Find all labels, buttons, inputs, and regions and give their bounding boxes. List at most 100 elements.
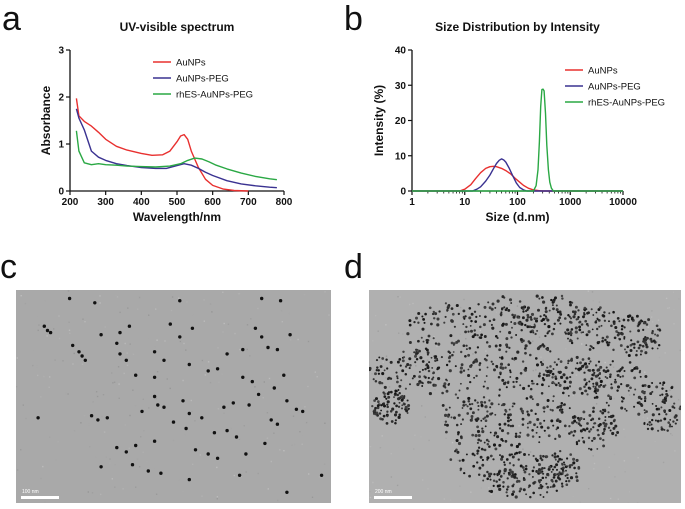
tem-d-particle	[455, 423, 459, 427]
tem-d-particle	[492, 479, 496, 483]
tem-d-noise	[379, 447, 382, 449]
tem-c-particle	[89, 414, 94, 418]
tem-d-particle	[509, 471, 512, 474]
tem-d-particle	[515, 334, 518, 336]
tem-c-noise	[69, 332, 71, 334]
tem-c-noise	[201, 359, 204, 362]
tem-d-particle	[607, 411, 610, 414]
tem-d-noise	[425, 481, 427, 483]
tem-d-noise	[656, 341, 658, 343]
tem-d-particle	[612, 414, 615, 418]
tem-d-particle	[644, 351, 648, 355]
tem-d-particle	[547, 330, 550, 333]
tem-d-particle	[640, 319, 643, 322]
tem-d-particle	[526, 422, 529, 425]
tem-c-particle	[206, 369, 210, 373]
tem-d-particle	[599, 410, 602, 413]
tem-d-particle	[503, 472, 506, 475]
tem-d-particle	[565, 376, 569, 380]
tem-c-noise	[178, 479, 181, 482]
tem-d-particle	[627, 354, 631, 357]
tem-d-particle	[467, 400, 471, 403]
tem-d-particle	[373, 399, 376, 402]
dls-y-tick-label: 30	[395, 81, 407, 92]
tem-c-noise	[129, 343, 131, 345]
tem-d-particle	[437, 377, 441, 381]
tem-c-particle	[171, 420, 176, 424]
tem-d-particle	[539, 422, 542, 425]
tem-d-particle	[498, 423, 502, 426]
tem-d-particle	[445, 363, 449, 367]
tem-d-particle	[469, 329, 474, 333]
tem-d-noise	[642, 416, 645, 419]
tem-d-particle	[419, 356, 423, 360]
tem-d-particle	[376, 366, 379, 369]
tem-d-noise	[522, 459, 525, 461]
tem-c-noise	[49, 376, 51, 378]
tem-d-particle	[476, 425, 479, 429]
tem-d-particle	[576, 337, 579, 340]
tem-d-noise	[443, 498, 446, 500]
tem-d-particle	[398, 384, 402, 388]
tem-d-particle	[447, 350, 450, 354]
tem-c-noise	[42, 465, 44, 468]
uv-y-tick-label: 0	[58, 187, 64, 198]
tem-c-noise	[146, 460, 148, 463]
tem-d-noise	[646, 417, 649, 419]
tem-d-particle	[417, 339, 420, 343]
tem-d-particle	[554, 437, 557, 441]
tem-d-particle	[644, 336, 647, 339]
tem-c-noise	[32, 364, 34, 367]
tem-d-particle	[544, 476, 548, 479]
tem-d-particle	[612, 348, 615, 352]
tem-c-noise	[109, 458, 111, 460]
tem-c-particle	[93, 301, 97, 305]
tem-c-noise	[234, 332, 236, 335]
tem-d-particle	[499, 314, 503, 317]
tem-d-noise	[592, 300, 594, 302]
tem-d-particle	[491, 412, 494, 415]
tem-d-particle	[655, 407, 659, 411]
tem-d-particle	[447, 383, 450, 386]
tem-d-particle	[444, 315, 447, 318]
tem-d-particle	[529, 495, 532, 499]
tem-d-particle	[501, 295, 505, 298]
tem-d-particle	[465, 325, 468, 329]
tem-d-particle	[572, 434, 575, 437]
tem-d-noise	[397, 296, 399, 298]
dls-title: Size Distribution by Intensity	[435, 20, 600, 34]
tem-d-particle	[580, 391, 584, 395]
tem-d-particle	[489, 406, 492, 409]
tem-d-particle	[530, 318, 533, 321]
tem-d-particle	[427, 334, 431, 338]
tem-d-noise	[369, 490, 371, 493]
tem-d-noise	[522, 448, 524, 450]
tem-c-noise	[222, 291, 224, 293]
tem-c-noise	[22, 404, 24, 406]
tem-d-noise	[382, 361, 384, 363]
tem-d-particle	[601, 336, 605, 340]
tem-d-particle	[563, 461, 565, 464]
tem-c-noise	[223, 412, 225, 414]
tem-d-particle	[404, 405, 408, 409]
tem-c-particle	[152, 350, 157, 354]
tem-d-particle	[386, 415, 389, 418]
tem-d-noise	[372, 340, 374, 342]
tem-d-particle	[665, 392, 668, 396]
tem-d-particle	[450, 307, 454, 310]
tem-d-particle	[452, 351, 455, 353]
tem-c-noise	[245, 471, 247, 473]
tem-d-particle	[599, 383, 603, 387]
tem-d-particle	[462, 323, 465, 326]
tem-d-particle	[459, 370, 463, 374]
tem-d-particle	[599, 437, 602, 440]
tem-c-noise	[301, 443, 303, 445]
tem-c-particle	[48, 330, 53, 335]
tem-d-noise	[654, 440, 656, 443]
tem-c-noise	[238, 437, 240, 440]
tem-d-particle	[534, 412, 537, 416]
tem-c-particle	[127, 324, 132, 328]
tem-d-particle	[436, 317, 440, 321]
tem-d-particle	[467, 353, 471, 357]
tem-d-noise	[624, 436, 626, 438]
